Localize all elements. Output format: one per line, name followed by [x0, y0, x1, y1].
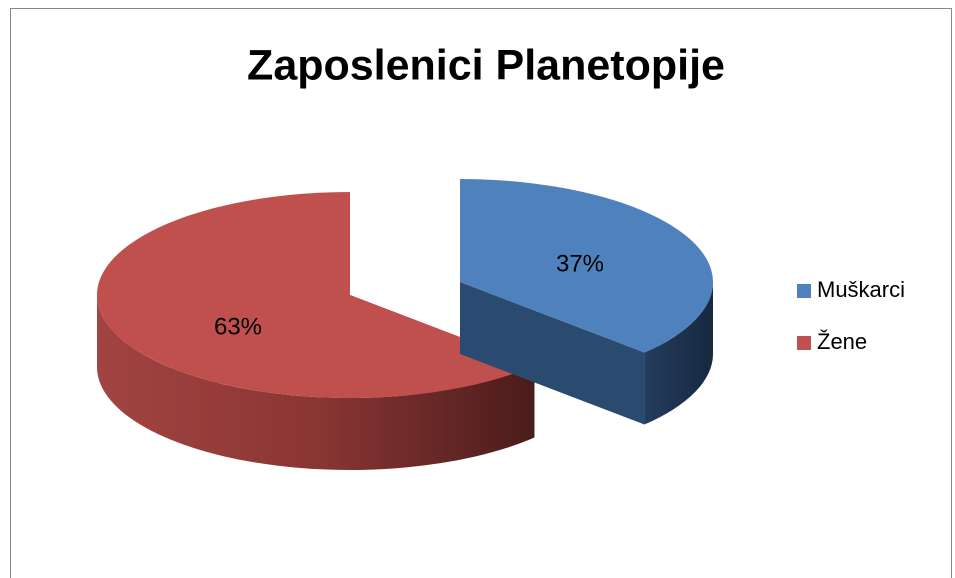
- slice-side-face: [460, 282, 645, 425]
- legend-swatch: [797, 336, 811, 350]
- legend-label: Žene: [817, 329, 867, 354]
- slice-wall: [644, 282, 713, 425]
- legend-swatch: [797, 284, 811, 298]
- slice: [97, 192, 535, 398]
- legend-label: Muškarci: [817, 277, 905, 302]
- chart-title: Zaposlenici Planetopije: [247, 41, 725, 89]
- data-label: 63%: [214, 313, 262, 340]
- chart-frame: [10, 8, 952, 578]
- slice: [460, 179, 714, 353]
- slice-wall: [97, 295, 535, 470]
- data-label: 37%: [556, 250, 604, 277]
